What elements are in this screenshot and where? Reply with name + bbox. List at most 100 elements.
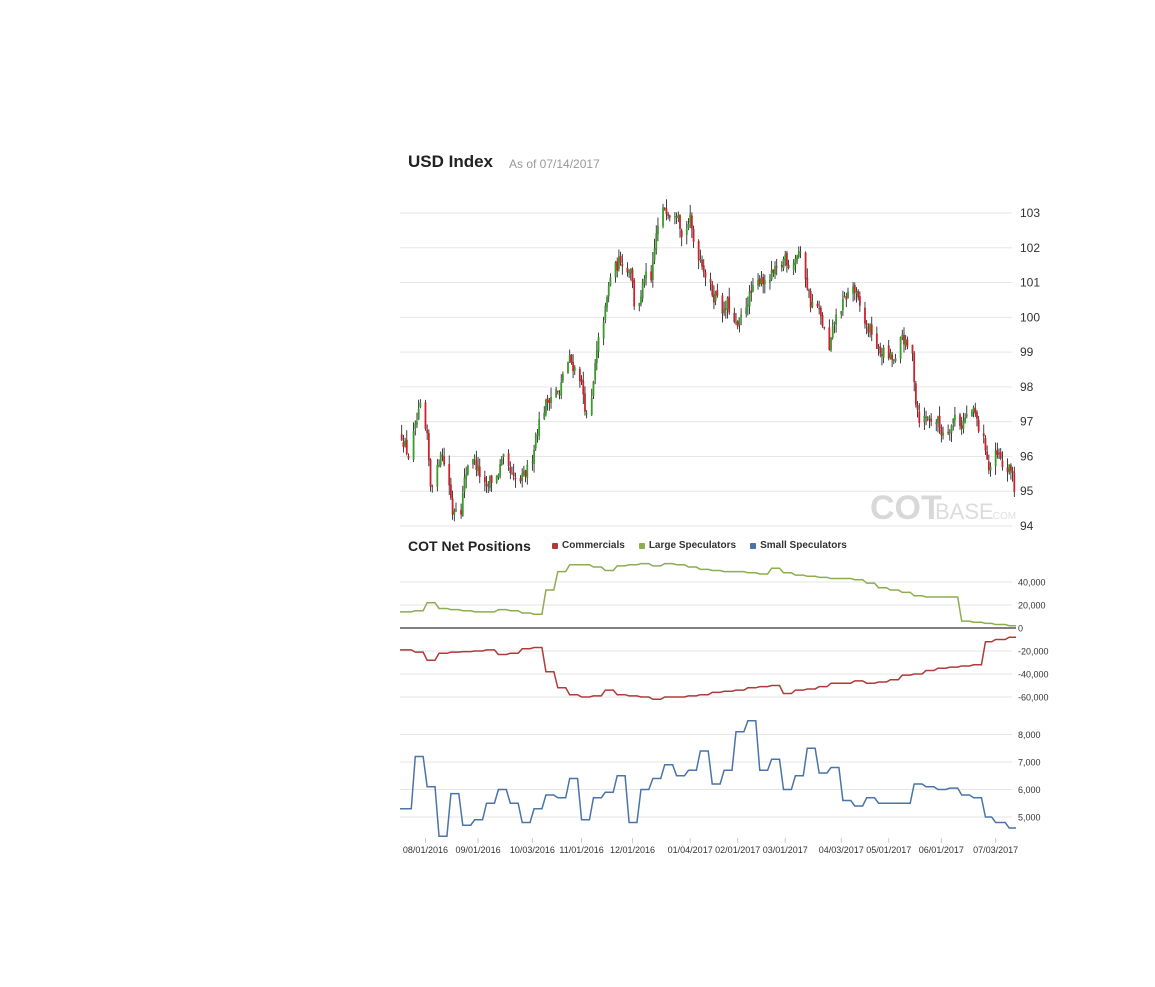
candle-body — [709, 278, 712, 283]
candle-body — [412, 431, 415, 460]
candle-body — [560, 382, 563, 396]
candle-body — [651, 261, 654, 280]
candle-body — [607, 285, 610, 297]
legend-item-large-speculators[interactable]: Large Speculators — [638, 540, 736, 551]
price-tick-label: 98 — [1020, 380, 1034, 394]
candle-body — [543, 412, 546, 420]
axis-labels: 94 95 96 97 98 99 100 101 102 103 -60,000 -40,000 -2… — [400, 206, 1049, 855]
small-spec-tick-label: 8,000 — [1018, 730, 1041, 740]
candle-body — [831, 326, 834, 338]
candle-body — [453, 511, 456, 516]
candle-body — [483, 476, 486, 483]
candle-body — [687, 224, 690, 229]
candle-body — [495, 476, 498, 483]
watermark-base: BASE — [935, 499, 994, 524]
candle-body — [869, 324, 871, 333]
candle-body — [819, 307, 822, 317]
grid-layer — [400, 212, 1012, 818]
date-tick-label: 01/04/2017 — [668, 845, 713, 855]
candle-body — [745, 307, 748, 315]
candle-body — [811, 301, 814, 307]
candle-body — [592, 381, 595, 396]
candle-body — [585, 413, 588, 415]
date-tick-label: 12/01/2016 — [610, 845, 655, 855]
candle-body — [1010, 465, 1012, 471]
candle-body — [835, 314, 838, 325]
candle-body — [721, 295, 724, 314]
candle-body — [653, 248, 656, 261]
date-tick-label: 04/03/2017 — [819, 845, 864, 855]
legend-item-commercials[interactable]: Commercials — [552, 540, 625, 551]
candle-body — [580, 379, 583, 382]
candle-body — [414, 423, 417, 430]
candle-body — [572, 361, 574, 372]
candle-body — [930, 418, 933, 422]
legend-item-small-speculators[interactable]: Small Speculators — [750, 540, 847, 551]
cot-legend: Commercials Large Speculators Small Spec… — [552, 540, 847, 551]
candle-body — [972, 407, 975, 413]
candle-body — [911, 344, 914, 354]
candle-body — [674, 216, 676, 218]
candle-body — [465, 474, 468, 479]
candle-body — [570, 354, 573, 363]
candle-body — [675, 216, 678, 218]
candle-body — [546, 398, 549, 403]
candle-body — [524, 470, 527, 477]
candle-body — [853, 284, 856, 293]
candle-body — [548, 400, 551, 404]
candle-body — [867, 326, 870, 333]
cot-tick-label: 40,000 — [1018, 578, 1046, 588]
candle-body — [723, 308, 726, 314]
candle-body — [806, 277, 809, 289]
candle-body — [960, 425, 963, 429]
price-tick-label: 96 — [1020, 449, 1034, 463]
candle-body — [999, 452, 1002, 459]
candle-body — [619, 256, 622, 263]
candle-body — [845, 296, 848, 300]
date-tick-label: 07/03/2017 — [973, 845, 1018, 855]
candle-body — [424, 402, 427, 429]
candle-body — [473, 457, 476, 459]
candle-body — [762, 277, 765, 285]
candle-body — [438, 464, 440, 467]
price-tick-label: 95 — [1020, 484, 1034, 498]
candle-body — [604, 305, 607, 321]
candle-body — [770, 269, 773, 280]
candle-body — [502, 453, 505, 457]
candle-body — [952, 418, 955, 424]
candle-body — [799, 251, 802, 253]
candle-body — [736, 321, 739, 327]
candle-body — [950, 425, 953, 433]
cot-tick-label: 20,000 — [1018, 601, 1046, 611]
candle-body — [404, 440, 406, 446]
candle-body — [940, 427, 943, 436]
candle-body — [594, 363, 597, 380]
candle-body — [784, 254, 787, 261]
candle-body — [697, 240, 700, 261]
candle-body — [875, 333, 878, 349]
candle-body — [989, 466, 992, 471]
candle-body — [752, 285, 754, 292]
candle-body — [881, 354, 883, 356]
candle-body — [626, 267, 629, 273]
candle-body — [728, 296, 731, 313]
candle-body — [998, 453, 1000, 455]
candle-body — [984, 438, 987, 451]
candle-body — [769, 279, 771, 283]
candle-body — [738, 317, 741, 325]
candle-body — [667, 214, 670, 216]
candle-body — [690, 215, 693, 229]
candle-body — [865, 323, 868, 326]
candle-body — [713, 294, 715, 303]
small-spec-tick-label: 5,000 — [1018, 813, 1041, 823]
candle-body — [417, 408, 420, 420]
candle-body — [614, 262, 617, 277]
candle-body — [511, 473, 513, 475]
page-title: USD Index — [408, 152, 494, 171]
candle-body — [621, 263, 624, 267]
candle-body — [879, 346, 882, 354]
candle-body — [821, 314, 824, 327]
candle-body — [904, 339, 907, 346]
candle-body — [487, 485, 490, 487]
candle-body — [816, 303, 819, 307]
